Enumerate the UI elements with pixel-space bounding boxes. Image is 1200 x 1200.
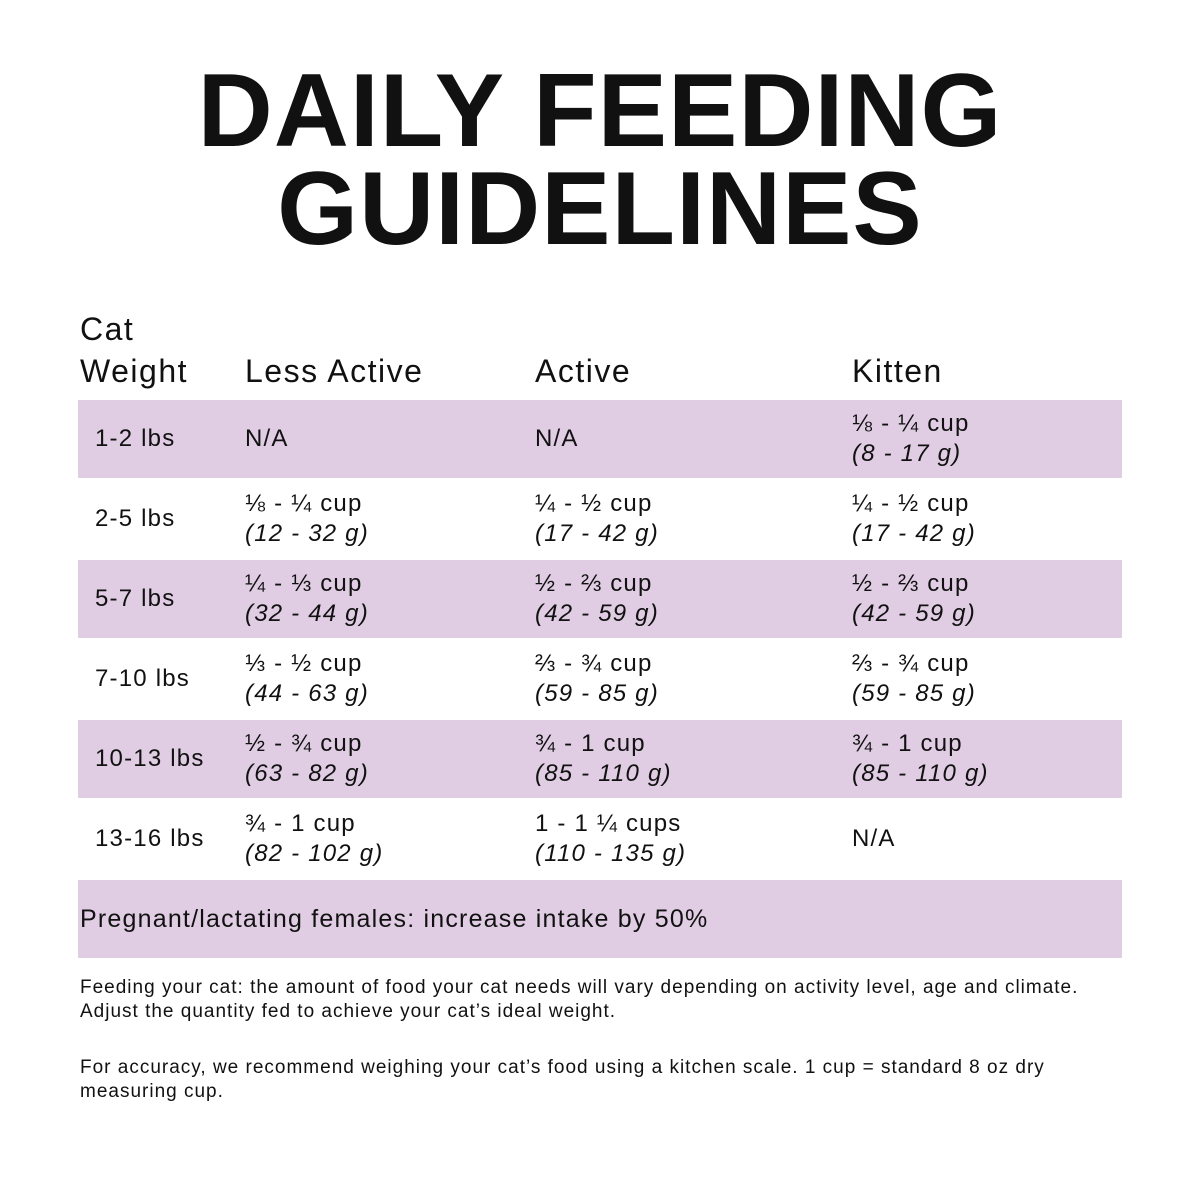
grams: (63 - 82 g) [245,760,369,787]
amount: ¼ - ½ cup [535,490,653,517]
amount: ⅛ - ¼ cup [245,490,363,517]
table-footer-row: Pregnant/lactating females: increase int… [78,880,1122,958]
title: DAILY FEEDING GUIDELINES [0,53,1200,267]
amount: ¾ - 1 cup [245,810,356,837]
grams: (110 - 135 g) [535,840,687,867]
grams: (85 - 110 g) [535,760,672,787]
grams: (17 - 42 g) [852,520,976,547]
amount: ½ - ¾ cup [245,730,363,757]
amount: ½ - ⅔ cup [852,570,970,597]
footer-text: Pregnant/lactating females: increase int… [80,904,709,933]
column-header: Cat Weight [80,311,189,389]
amount-cell: ½ - ⅔ cup (42 - 59 g) [852,560,976,638]
amount: N/A [245,425,289,452]
amount-cell: ¾ - 1 cup (82 - 102 g) [245,800,383,878]
grams: (82 - 102 g) [245,840,384,867]
amount: N/A [852,825,896,852]
amount-cell: N/A [852,800,896,878]
amount-cell: ¾ - 1 cup (85 - 110 g) [852,720,989,798]
amount-cell: 1 - 1 ¼ cups (110 - 135 g) [535,800,686,878]
amount: ¾ - 1 cup [535,730,646,757]
amount-cell: ⅛ - ¼ cup (12 - 32 g) [245,480,369,558]
weight-cell: 1-2 lbs [95,425,176,452]
amount-cell: ⅛ - ¼ cup (8 - 17 g) [852,400,970,478]
table-row: 5-7 lbs ¼ - ⅓ cup (32 - 44 g) ½ - ⅔ cup (42 … [78,560,1122,638]
amount-cell: ½ - ¾ cup (63 - 82 g) [245,720,369,798]
table-row: 10-13 lbs ½ - ¾ cup (63 - 82 g) ¾ - 1 cup (8… [78,720,1122,798]
grams: (44 - 63 g) [245,680,369,707]
amount-cell: ¼ - ½ cup (17 - 42 g) [852,480,976,558]
amount-cell: ¾ - 1 cup (85 - 110 g) [535,720,672,798]
amount: ⅔ - ¾ cup [535,650,653,677]
table-row: 13-16 lbs ¾ - 1 cup (82 - 102 g) 1 - 1 ¼ cu… [78,800,1122,878]
amount-cell: ⅓ - ½ cup (44 - 63 g) [245,640,369,718]
note: For accuracy, we recommend weighing your… [80,1057,1045,1102]
amount: ¼ - ½ cup [852,490,970,517]
amount: ¼ - ⅓ cup [245,570,363,597]
grams: (59 - 85 g) [852,680,976,707]
amount-cell: ⅔ - ¾ cup (59 - 85 g) [852,640,976,718]
amount: ⅓ - ½ cup [245,650,363,677]
table-row: 1-2 lbs N/A N/A ⅛ - ¼ cup (8 - 17 g) [78,400,1122,478]
amount-cell: ¼ - ½ cup (17 - 42 g) [535,480,659,558]
grams: (12 - 32 g) [245,520,369,547]
amount-cell: ½ - ⅔ cup (42 - 59 g) [535,560,659,638]
weight-cell: 5-7 lbs [95,585,176,612]
grams: (42 - 59 g) [852,600,976,627]
weight-cell: 13-16 lbs [95,825,205,852]
amount: N/A [535,425,579,452]
table-row: 2-5 lbs ⅛ - ¼ cup (12 - 32 g) ¼ - ½ cup (17 … [78,480,1122,558]
weight-cell: 10-13 lbs [95,745,205,772]
amount-cell: N/A [245,400,289,478]
grams: (8 - 17 g) [852,440,962,467]
column-header: Kitten [852,353,943,389]
column-header: Active [535,353,632,389]
column-header: Less Active [245,353,424,389]
amount: ½ - ⅔ cup [535,570,653,597]
amount-cell: N/A [535,400,579,478]
amount: 1 - 1 ¼ cups [535,810,682,837]
amount: ¾ - 1 cup [852,730,963,757]
amount: ⅔ - ¾ cup [852,650,970,677]
note: Feeding your cat: the amount of food you… [80,977,1079,1022]
weight-cell: 7-10 lbs [95,665,190,692]
grams: (32 - 44 g) [245,600,369,627]
amount-cell: ¼ - ⅓ cup (32 - 44 g) [245,560,369,638]
grams: (42 - 59 g) [535,600,659,627]
table-row: 7-10 lbs ⅓ - ½ cup (44 - 63 g) ⅔ - ¾ cup (59… [78,640,1122,718]
amount-cell: ⅔ - ¾ cup (59 - 85 g) [535,640,659,718]
grams: (85 - 110 g) [852,760,989,787]
title-line: GUIDELINES [277,151,923,267]
weight-cell: 2-5 lbs [95,505,176,532]
grams: (17 - 42 g) [535,520,659,547]
grams: (59 - 85 g) [535,680,659,707]
title-line: DAILY FEEDING [197,53,1003,169]
amount: ⅛ - ¼ cup [852,410,970,437]
